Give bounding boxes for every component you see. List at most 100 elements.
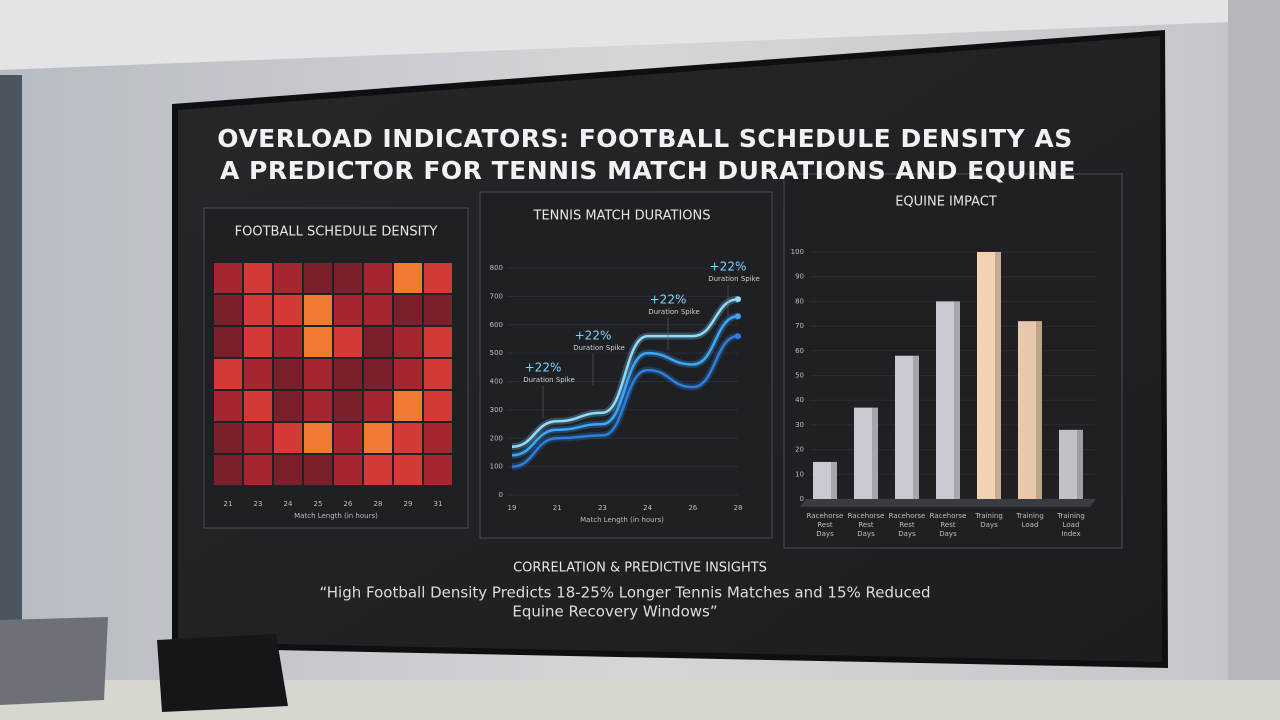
y-tick-label: 500 <box>490 349 503 357</box>
panel-title: EQUINE IMPACT <box>895 195 997 210</box>
y-tick-label: 100 <box>791 248 804 256</box>
heat-cell <box>364 423 392 453</box>
heat-cell <box>394 327 422 357</box>
y-tick-label: 0 <box>499 491 503 499</box>
heat-cell <box>274 327 302 357</box>
annotation: +22% <box>650 293 687 307</box>
heat-cell <box>334 359 362 389</box>
x-tick-label: Racehorse Rest Days <box>930 512 967 538</box>
bar-shade <box>1077 429 1083 499</box>
heat-cell <box>304 295 332 325</box>
tablet <box>157 634 288 712</box>
x-tick-label: 28 <box>374 500 383 508</box>
heat-cell <box>304 423 332 453</box>
y-tick-label: 80 <box>795 297 804 305</box>
y-tick-label: 600 <box>490 321 503 329</box>
annotation-note: Duration Spike <box>648 308 700 316</box>
heat-cell <box>244 423 272 453</box>
x-tick-label: Racehorse Rest Days <box>807 512 844 538</box>
y-tick-label: 50 <box>795 372 804 380</box>
heat-cell <box>214 455 242 485</box>
heat-cell <box>304 455 332 485</box>
x-tick-label: 29 <box>404 500 413 508</box>
annotation: +22% <box>575 329 612 343</box>
y-tick-label: 60 <box>795 347 804 355</box>
heat-cell <box>214 327 242 357</box>
heat-cell <box>214 423 242 453</box>
heat-cell <box>364 295 392 325</box>
window <box>0 75 22 685</box>
heat-cell <box>244 295 272 325</box>
heat-cell <box>424 327 452 357</box>
y-tick-label: 700 <box>490 292 503 300</box>
end-dot <box>735 296 741 303</box>
bar-shade <box>831 461 837 499</box>
annotation-note: Duration Spike <box>573 344 625 352</box>
panel-line <box>479 191 773 539</box>
annotation: +22% <box>525 361 562 375</box>
heat-cell <box>334 295 362 325</box>
heat-cell <box>304 327 332 357</box>
heat-cell <box>394 423 422 453</box>
wall-edge <box>1228 0 1280 720</box>
heat-cell <box>244 327 272 357</box>
heat-cell <box>364 455 392 485</box>
heat-cell <box>274 423 302 453</box>
heat-cell <box>214 295 242 325</box>
heat-cell <box>364 327 392 357</box>
bar <box>1018 321 1042 499</box>
x-tick-label: Training Load Index <box>1056 512 1085 538</box>
x-axis-label: Match Length (in hours) <box>294 512 378 520</box>
annotation-note: Duration Spike <box>523 376 575 384</box>
x-tick-label: Racehorse Rest Days <box>889 512 926 538</box>
heat-cell <box>304 263 332 293</box>
heat-cell <box>364 391 392 421</box>
heat-cell <box>394 295 422 325</box>
x-tick-label: 26 <box>344 500 353 508</box>
x-tick-label: 19 <box>508 504 517 512</box>
heat-cell <box>334 263 362 293</box>
x-tick-label: 31 <box>434 500 443 508</box>
bar <box>936 301 960 499</box>
annotation-note: Duration Spike <box>708 275 760 283</box>
heat-cell <box>304 391 332 421</box>
heat-cell <box>424 359 452 389</box>
y-tick-label: 100 <box>490 463 503 471</box>
heat-cell <box>274 455 302 485</box>
bar <box>977 252 1001 499</box>
x-tick-label: 24 <box>643 504 652 512</box>
y-tick-label: 40 <box>795 396 804 404</box>
y-tick-label: 90 <box>795 273 804 281</box>
heat-cell <box>364 359 392 389</box>
bar-shade <box>1036 321 1042 499</box>
bar-shade <box>954 301 960 499</box>
bar-shade <box>872 407 878 499</box>
x-tick-label: 25 <box>314 500 323 508</box>
y-tick-label: 400 <box>490 378 503 386</box>
y-tick-label: 10 <box>795 470 804 478</box>
y-tick-label: 0 <box>800 495 804 503</box>
insights-quote: “High Football Density Predicts 18-25% L… <box>319 584 930 602</box>
x-tick-label: 28 <box>734 504 743 512</box>
y-tick-label: 200 <box>490 434 503 442</box>
heat-cell <box>274 359 302 389</box>
heat-cell <box>394 455 422 485</box>
y-tick-label: 300 <box>490 406 503 414</box>
line <box>511 314 739 457</box>
insights-quote: Equine Recovery Windows” <box>512 603 717 621</box>
y-tick-label: 800 <box>490 264 503 272</box>
ceiling <box>0 0 1280 70</box>
x-tick-label: 21 <box>553 504 562 512</box>
line <box>511 334 739 468</box>
x-tick-label: 24 <box>284 500 293 508</box>
bar <box>813 461 837 499</box>
x-tick-label: 26 <box>688 504 697 512</box>
heat-cell <box>364 263 392 293</box>
bar <box>1059 429 1083 499</box>
heat-cell <box>244 455 272 485</box>
heat-cell <box>334 327 362 357</box>
heat-cell <box>244 359 272 389</box>
bar <box>895 355 919 499</box>
y-tick-label: 30 <box>795 421 804 429</box>
